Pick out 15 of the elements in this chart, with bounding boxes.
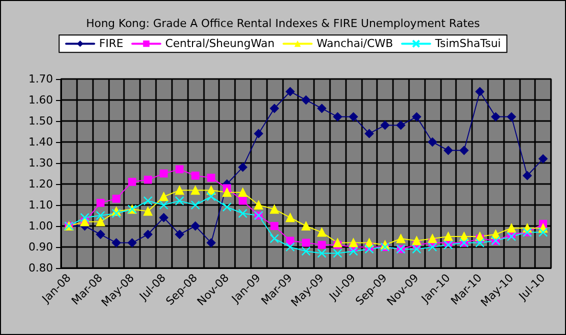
legend-label: Wanchai/CWB <box>316 37 394 50</box>
legend-label: Central/SheungWan <box>165 37 275 50</box>
chart-title: Hong Kong: Grade A Office Rental Indexes & FIRE Unemployment Rates <box>86 17 480 30</box>
y-tick-label: 1.60 <box>28 94 53 106</box>
y-tick-label: 1.70 <box>28 72 53 86</box>
legend-label: FIRE <box>99 37 124 50</box>
y-tick-label: 1.10 <box>28 198 53 212</box>
y-tick-label: 1.40 <box>28 136 53 148</box>
legend-label: TsimShaTsui <box>434 37 501 50</box>
y-tick-label: 0.90 <box>28 240 53 254</box>
y-tick-label: 1.20 <box>28 178 53 190</box>
y-tick-label: 1.50 <box>28 114 53 128</box>
y-tick-label: 0.80 <box>28 262 53 274</box>
y-tick-label: 1.30 <box>28 156 53 170</box>
y-tick-label: 1.00 <box>28 220 53 232</box>
